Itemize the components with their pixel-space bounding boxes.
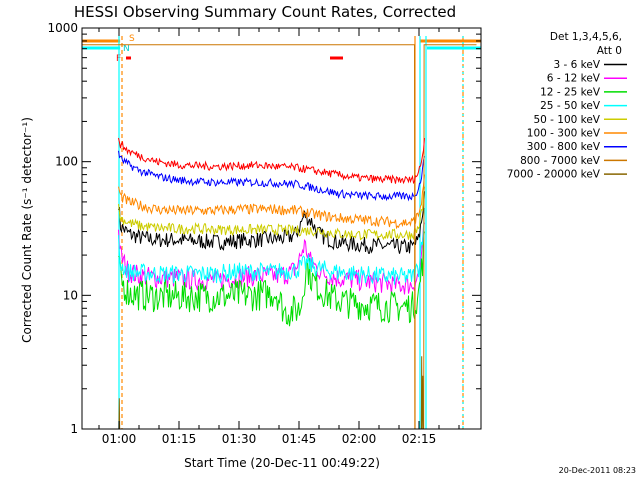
x-tick-label: 01:30 — [222, 432, 257, 446]
y-tick-label: 1000 — [47, 21, 78, 35]
x-axis: 01:00 01:15 01:30 01:45 02:00 02:15 — [98, 28, 460, 446]
x-tick-label: 01:00 — [102, 432, 137, 446]
legend-header: Det 1,3,4,5,6, — [550, 31, 622, 43]
legend: Det 1,3,4,5,6, Att 0 3 - 6 keV 6 - 12 keV12… — [507, 31, 627, 181]
series-line — [118, 231, 425, 327]
plot-frame — [81, 27, 482, 430]
flag-label-n: N — [123, 44, 130, 54]
chart-title: HESSI Observing Summary Count Rates, Cor… — [74, 3, 456, 21]
legend-header: Att 0 — [597, 45, 622, 57]
x-axis-label: Start Time (20-Dec-11 00:49:22) — [184, 456, 380, 470]
flag-label-s: S — [129, 34, 135, 44]
x-tick-label: 02:00 — [342, 432, 377, 446]
legend-label: 12 - 25 keV — [540, 86, 601, 98]
legend-label: 50 - 100 keV — [533, 114, 600, 126]
legend-label: 300 - 800 keV — [527, 141, 601, 153]
series-line — [118, 186, 425, 241]
x-tick-label: 02:15 — [402, 432, 437, 446]
y-axis: 1 10 100 1000 — [47, 21, 481, 436]
series-line — [118, 191, 425, 254]
legend-label: 3 - 6 keV — [553, 59, 600, 71]
series-line — [118, 150, 425, 202]
legend-label: 800 - 7000 keV — [520, 155, 601, 167]
legend-label: 25 - 50 keV — [540, 100, 601, 112]
series-group — [82, 44, 477, 430]
legend-label: 7000 - 20000 keV — [507, 169, 601, 181]
x-tick-label: 01:15 — [162, 432, 197, 446]
series-line — [118, 356, 424, 430]
series-line — [118, 207, 425, 285]
legend-label: 6 - 12 keV — [547, 73, 601, 85]
series-line — [118, 137, 425, 185]
series-line — [118, 174, 425, 230]
y-tick-label: 10 — [63, 288, 78, 302]
timestamp-stamp: 20-Dec-2011 08:23 — [559, 466, 636, 475]
x-tick-label: 01:45 — [282, 432, 317, 446]
y-tick-label: 100 — [55, 155, 78, 169]
y-axis-label: Corrected Count Rate (s⁻¹ detector⁻¹) — [20, 117, 34, 343]
y-tick-label: 1 — [70, 422, 78, 436]
legend-label: 100 - 300 keV — [527, 128, 601, 140]
